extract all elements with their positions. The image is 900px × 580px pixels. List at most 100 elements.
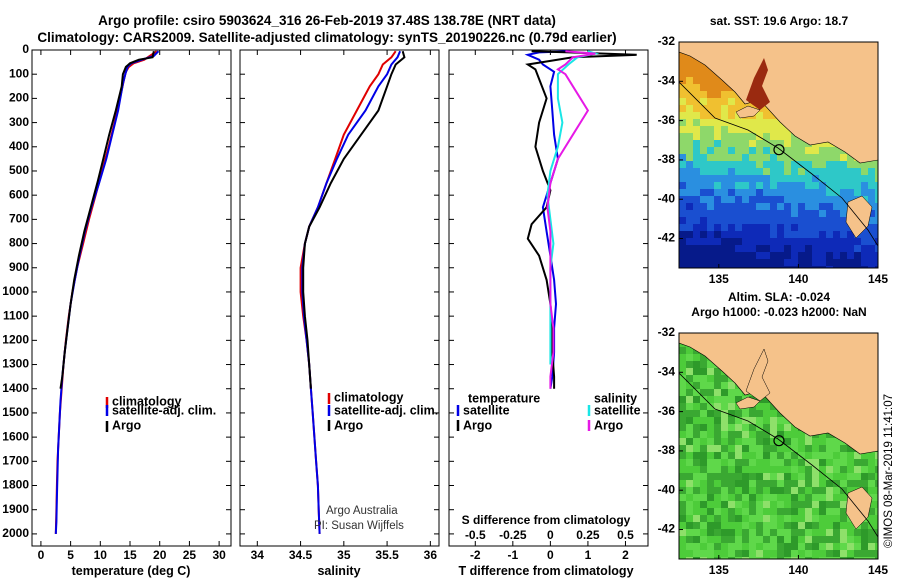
map-cell bbox=[756, 119, 763, 126]
map-cell bbox=[819, 175, 826, 182]
map-cell bbox=[686, 182, 693, 189]
map-cell bbox=[707, 508, 714, 515]
map-cell bbox=[707, 557, 714, 559]
map-cell bbox=[707, 266, 714, 268]
map-cell bbox=[812, 266, 819, 268]
map-cell bbox=[749, 126, 756, 133]
map-cell bbox=[742, 175, 749, 182]
map-cell bbox=[728, 210, 735, 217]
map-cell bbox=[700, 266, 707, 268]
map-cell bbox=[700, 210, 707, 217]
x-tick-label: 0 bbox=[547, 548, 554, 562]
map-cell bbox=[714, 557, 721, 559]
map-cell bbox=[721, 175, 728, 182]
map-cell bbox=[777, 154, 784, 161]
salinity-xlabel: salinity bbox=[317, 564, 360, 578]
map-cell bbox=[756, 522, 763, 529]
map-cell bbox=[777, 210, 784, 217]
map-cell bbox=[861, 550, 868, 557]
map-cell bbox=[714, 368, 721, 375]
map-cell bbox=[735, 217, 742, 224]
map-cell bbox=[728, 147, 735, 154]
map-cell bbox=[798, 189, 805, 196]
map-cell bbox=[868, 161, 875, 168]
map-x-tick-label: 140 bbox=[788, 272, 808, 286]
map-cell bbox=[770, 182, 777, 189]
map-cell bbox=[791, 536, 798, 543]
map-cell bbox=[735, 238, 742, 245]
map-cell bbox=[840, 536, 847, 543]
difference-panel: -2 -1 0 1 2 -0.5 -0.25 0 0.25 0.5 S difference f… bbox=[448, 49, 649, 578]
map-cell bbox=[826, 266, 833, 268]
map-cell bbox=[777, 203, 784, 210]
map-cell bbox=[868, 245, 875, 252]
map-cell bbox=[721, 431, 728, 438]
map-cell bbox=[791, 466, 798, 473]
map-cell bbox=[721, 452, 728, 459]
y-tick-label: 1200 bbox=[2, 333, 29, 347]
map-cell bbox=[721, 98, 728, 105]
map-cell bbox=[812, 182, 819, 189]
map-cell bbox=[735, 410, 742, 417]
map-cell bbox=[791, 147, 798, 154]
map-cell bbox=[721, 147, 728, 154]
map-cell bbox=[791, 175, 798, 182]
map-cell bbox=[693, 189, 700, 196]
map-cell bbox=[686, 368, 693, 375]
map-cell bbox=[721, 375, 728, 382]
map-cell bbox=[854, 466, 861, 473]
map-cell bbox=[763, 522, 770, 529]
map-cell bbox=[679, 403, 686, 410]
map-cell bbox=[770, 452, 777, 459]
map-cell bbox=[686, 77, 693, 84]
map-cell bbox=[749, 224, 756, 231]
map-cell bbox=[763, 266, 770, 268]
map-cell bbox=[742, 459, 749, 466]
map-cell bbox=[749, 161, 756, 168]
map-cell bbox=[777, 259, 784, 266]
x-tick-label: 35 bbox=[337, 548, 351, 562]
map-cell bbox=[735, 431, 742, 438]
map-cell bbox=[700, 91, 707, 98]
y-tick-label: 1600 bbox=[2, 429, 29, 443]
map-cell bbox=[770, 252, 777, 259]
map-cell bbox=[756, 196, 763, 203]
map-cell bbox=[700, 189, 707, 196]
map-cell bbox=[861, 522, 868, 529]
map-cell bbox=[777, 245, 784, 252]
map-cell bbox=[721, 494, 728, 501]
map-cell bbox=[714, 91, 721, 98]
map-cell bbox=[700, 147, 707, 154]
map-cell bbox=[791, 557, 798, 559]
map-cell bbox=[735, 543, 742, 550]
map-cell bbox=[756, 154, 763, 161]
map-cell bbox=[868, 182, 875, 189]
map-cell bbox=[700, 161, 707, 168]
map-cell bbox=[770, 536, 777, 543]
map-cell bbox=[686, 224, 693, 231]
map-cell bbox=[728, 501, 735, 508]
map-cell bbox=[826, 529, 833, 536]
y-tick-label: 1800 bbox=[2, 478, 29, 492]
map-cell bbox=[728, 112, 735, 119]
map-cell bbox=[840, 203, 847, 210]
map-cell bbox=[756, 189, 763, 196]
map-cell bbox=[714, 161, 721, 168]
map-cell bbox=[868, 217, 875, 224]
map-cell bbox=[679, 203, 686, 210]
map-cell bbox=[784, 140, 791, 147]
map-cell bbox=[679, 238, 686, 245]
map-cell bbox=[854, 473, 861, 480]
map-cell bbox=[756, 175, 763, 182]
map-cell bbox=[875, 231, 878, 238]
map-cell bbox=[742, 168, 749, 175]
map-cell bbox=[714, 210, 721, 217]
map-cell bbox=[791, 501, 798, 508]
map-cell bbox=[777, 147, 784, 154]
map-cell bbox=[749, 175, 756, 182]
map-cell bbox=[693, 375, 700, 382]
map-cell bbox=[833, 259, 840, 266]
map-cell bbox=[819, 196, 826, 203]
map-cell bbox=[854, 182, 861, 189]
map-cell bbox=[791, 140, 798, 147]
